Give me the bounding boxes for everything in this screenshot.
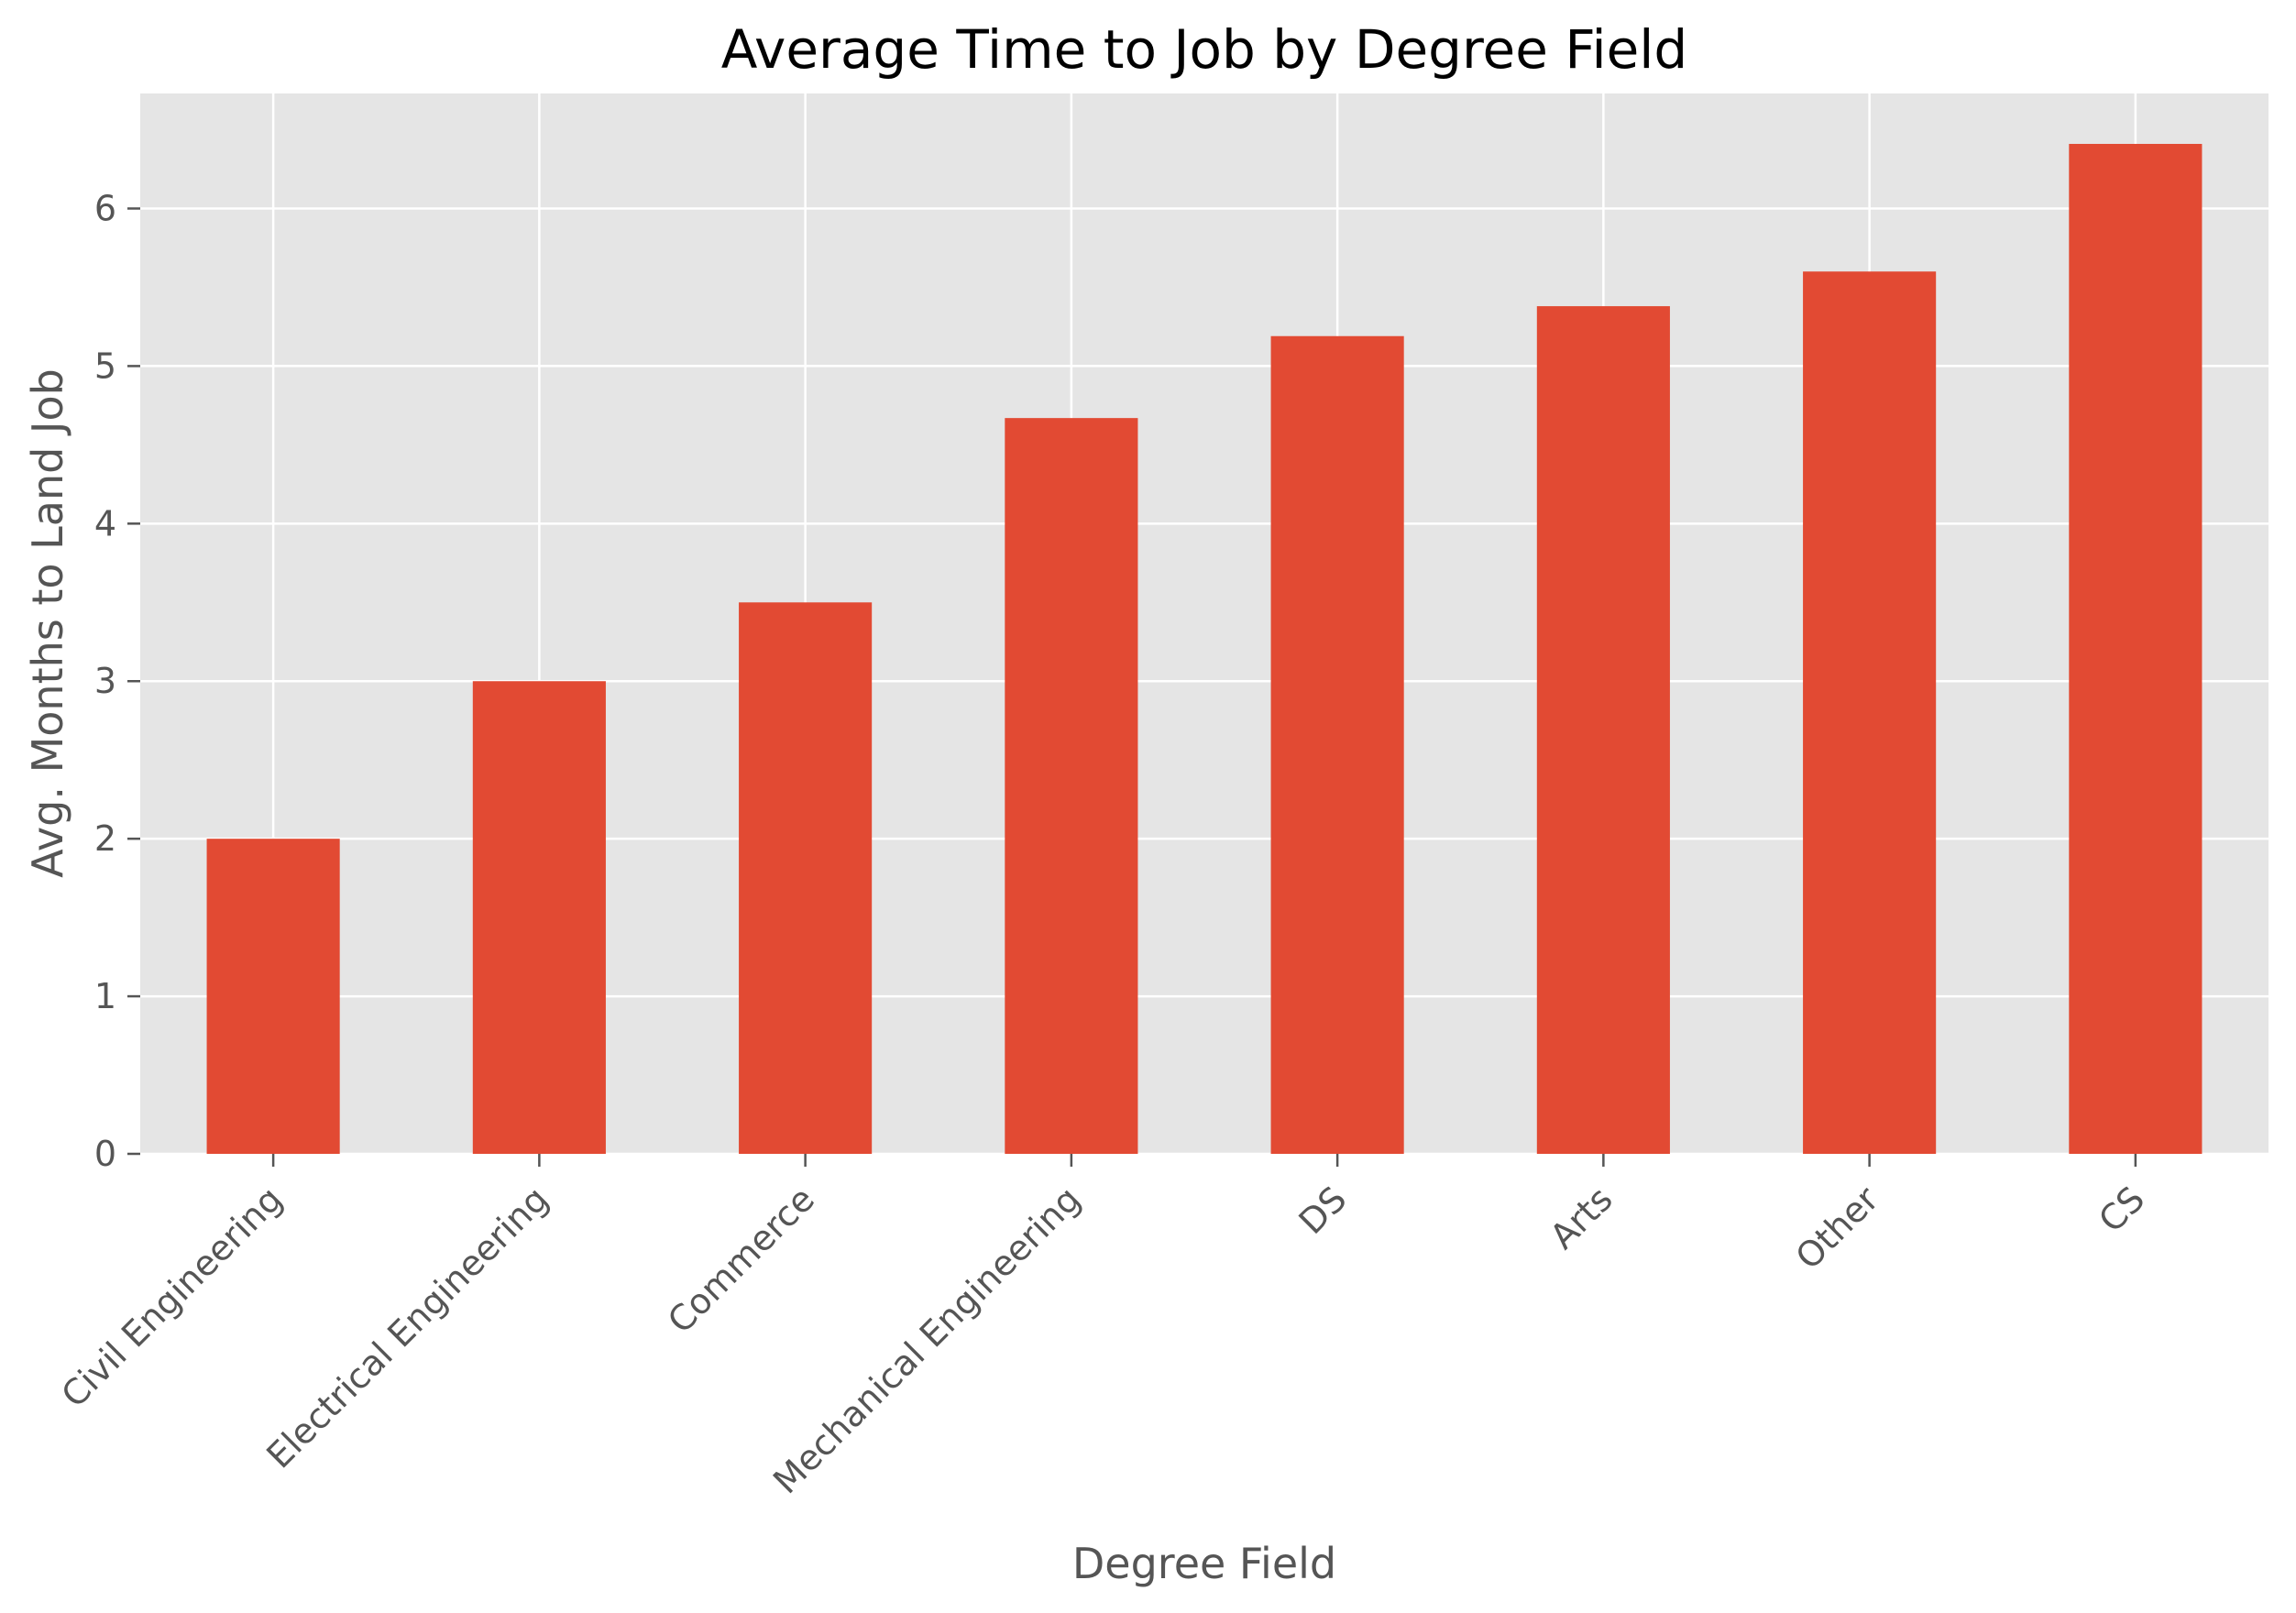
plot-background <box>140 93 2269 1154</box>
y-tick-label: 1 <box>94 976 116 1016</box>
y-axis-ticks: 0 1 2 3 4 5 6 <box>94 188 140 1174</box>
x-tick-label: Arts <box>1543 1179 1620 1256</box>
chart-title: Average Time to Job by Degree Field <box>721 18 1687 81</box>
y-tick-label: 5 <box>94 346 116 386</box>
x-tick-label: Electrical Engineering <box>258 1179 555 1476</box>
x-axis-label: Degree Field <box>1072 1539 1336 1588</box>
y-tick-label: 2 <box>94 818 116 859</box>
y-tick-label: 6 <box>94 188 116 228</box>
x-tick-label: CS <box>2091 1179 2152 1240</box>
bar <box>472 681 606 1154</box>
bar <box>739 602 873 1154</box>
x-tick-label: Other <box>1788 1179 1887 1278</box>
y-axis-label: Avg. Months to Land Job <box>23 368 72 878</box>
y-tick-label: 0 <box>94 1134 116 1174</box>
x-tick-label: Commerce <box>660 1179 822 1341</box>
bar <box>1270 335 1404 1155</box>
bars <box>206 144 2203 1155</box>
bar <box>2069 144 2203 1154</box>
y-tick-label: 4 <box>94 503 116 543</box>
bar <box>1803 271 1937 1154</box>
x-tick-label: DS <box>1291 1179 1355 1242</box>
y-tick-label: 3 <box>94 661 116 701</box>
x-tick-label: Mechanical Engineering <box>765 1179 1088 1501</box>
x-tick-label: Civil Engineering <box>54 1179 291 1415</box>
bar <box>1005 418 1138 1155</box>
bar <box>1536 306 1670 1155</box>
bar <box>206 839 340 1154</box>
